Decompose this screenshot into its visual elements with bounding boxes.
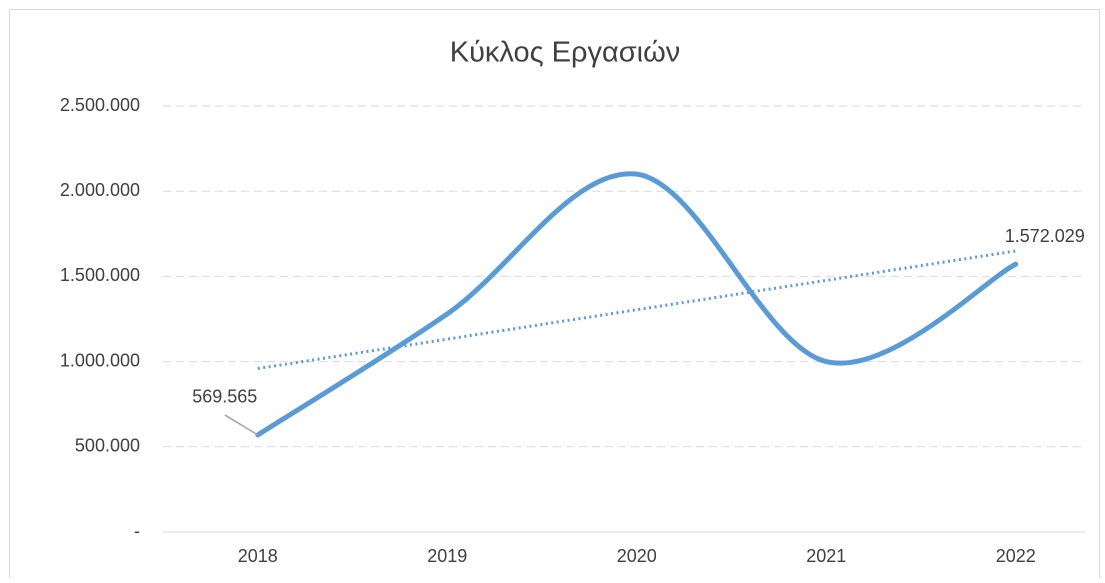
- x-tick-label: 2018: [238, 546, 278, 566]
- chart-frame: [9, 9, 1100, 583]
- chart-title: Κύκλος Εργασιών: [450, 37, 681, 69]
- x-tick-label: 2020: [617, 546, 657, 566]
- y-tick-label: 2.500.000: [60, 95, 140, 115]
- trendline: [257, 249, 1016, 371]
- leader-line: [224, 414, 259, 436]
- y-tick-label: 2.000.000: [60, 180, 140, 200]
- data-label: 569.565: [192, 387, 257, 407]
- x-tick-label: 2022: [996, 546, 1036, 566]
- x-tick-label: 2019: [427, 546, 467, 566]
- y-tick-label: 1.500.000: [60, 265, 140, 285]
- data-line: [255, 171, 1019, 438]
- y-tick-label: -: [134, 521, 140, 541]
- y-tick-label: 1.000.000: [60, 350, 140, 370]
- x-tick-label: 2021: [806, 546, 846, 566]
- y-tick-label: 500.000: [75, 436, 140, 456]
- data-label: 1.572.029: [1005, 226, 1085, 246]
